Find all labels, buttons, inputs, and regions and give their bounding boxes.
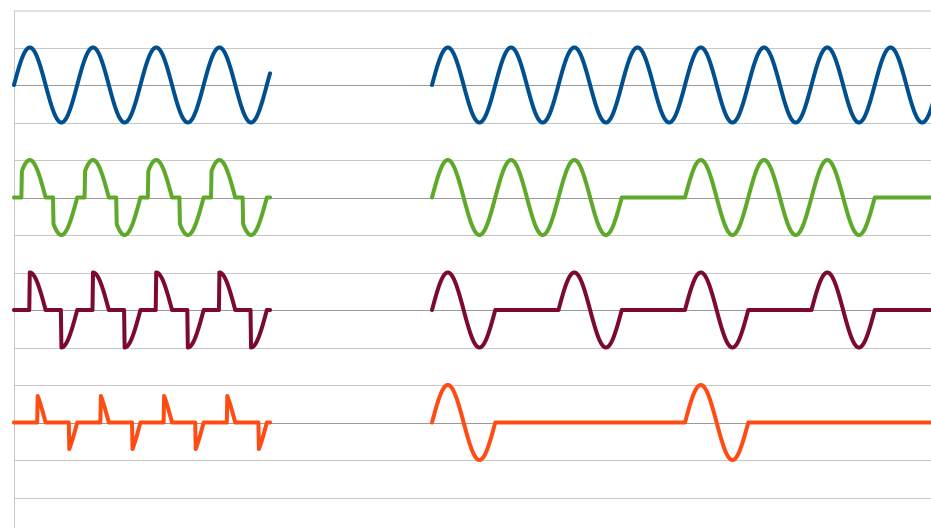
series-group — [12, 45, 931, 462]
series-left-blue — [12, 45, 272, 125]
series-right-blue — [430, 45, 931, 125]
series-right-maroon — [430, 270, 931, 350]
series-left-green — [12, 158, 272, 237]
series-left-orange — [12, 393, 272, 452]
series-right-orange — [430, 383, 931, 462]
series-left-maroon — [12, 270, 272, 350]
gridlines — [14, 10, 931, 499]
series-right-green — [430, 158, 931, 237]
